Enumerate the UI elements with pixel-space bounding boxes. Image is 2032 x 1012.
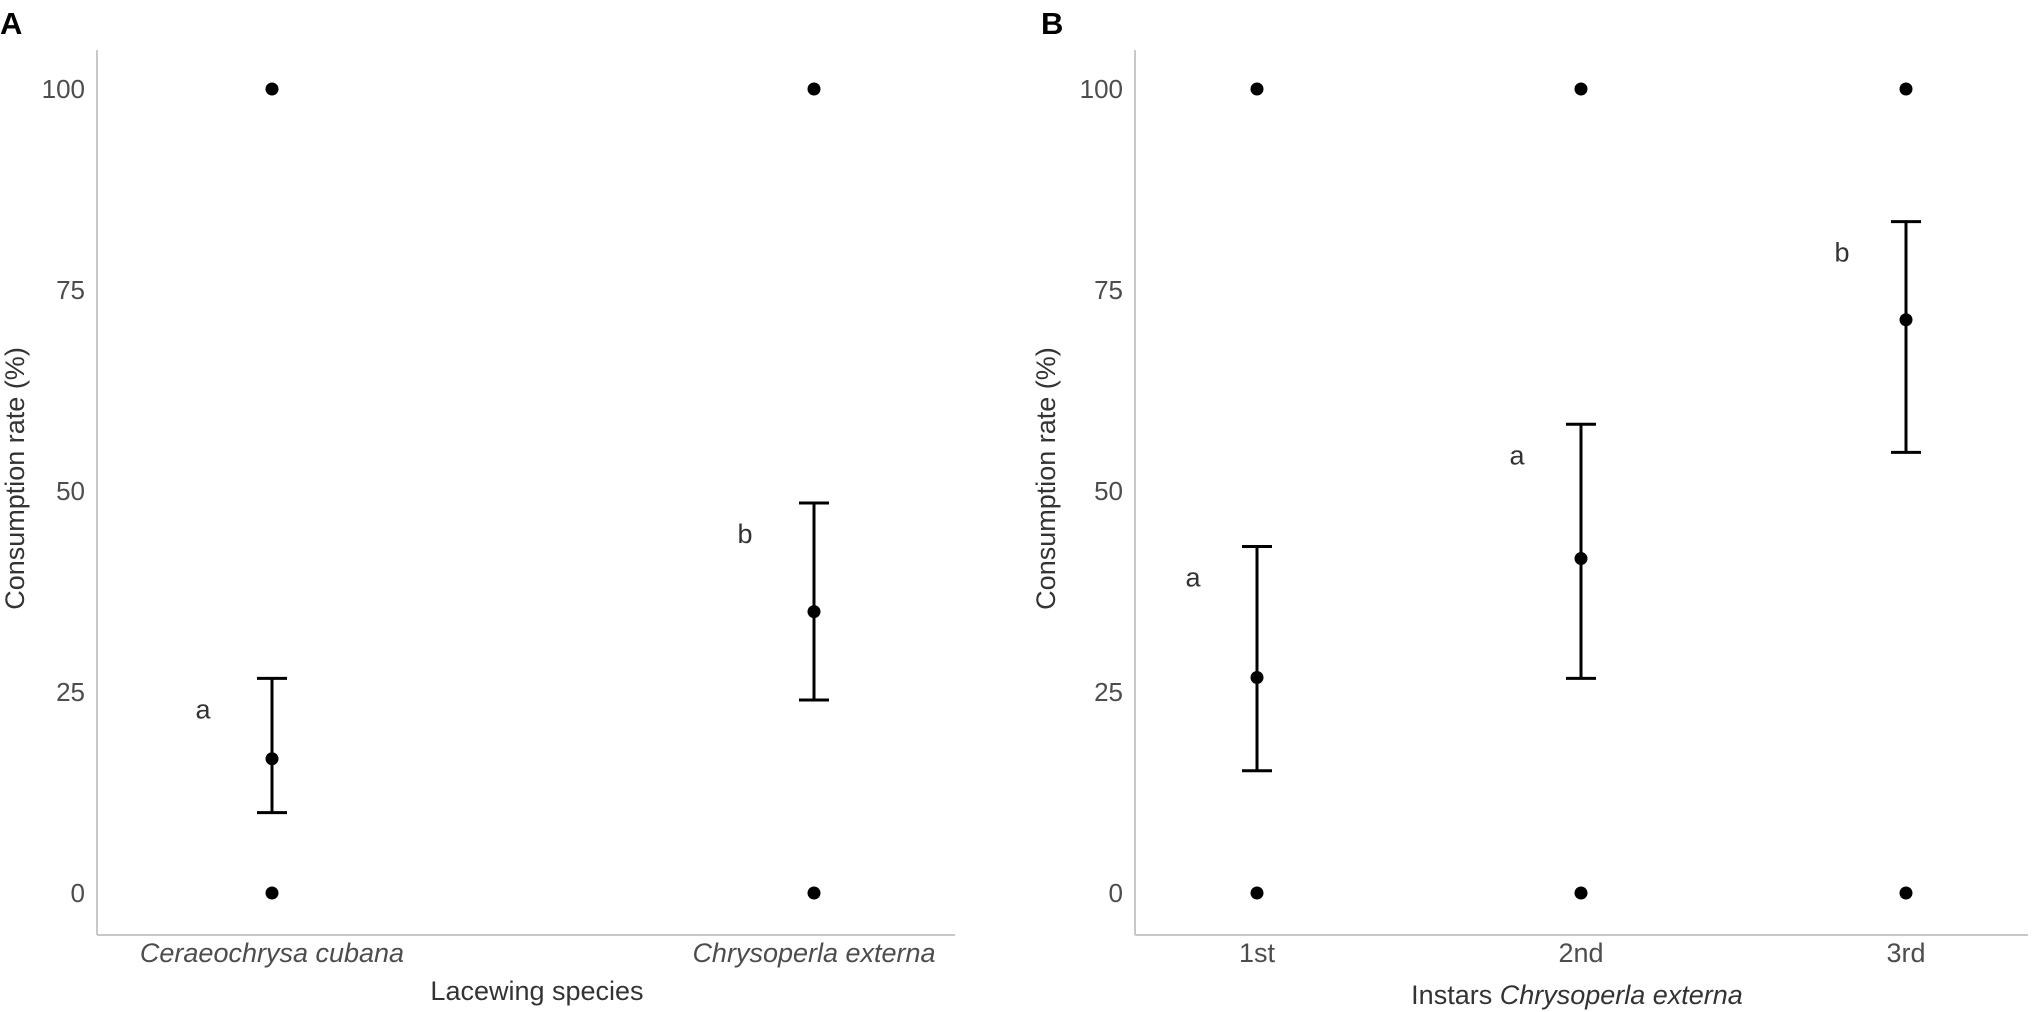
y-tick-label: 0 xyxy=(1109,878,1123,908)
y-axis-title: Consumption rate (%) xyxy=(1031,347,1061,610)
y-tick-label: 75 xyxy=(1094,275,1123,305)
significance-letter: a xyxy=(1185,562,1201,592)
x-axis-title-text: Lacewing species xyxy=(430,976,643,1006)
significance-letter: a xyxy=(1509,440,1525,470)
y-tick-label: 75 xyxy=(56,275,85,305)
y-tick-label: 50 xyxy=(1094,476,1123,506)
y-tick-label: 100 xyxy=(42,74,85,104)
mean-point xyxy=(1250,671,1264,685)
raw-point xyxy=(265,886,279,900)
raw-point xyxy=(1574,886,1588,900)
raw-point xyxy=(1899,886,1913,900)
raw-point xyxy=(1899,82,1913,96)
y-axis-title: Consumption rate (%) xyxy=(0,347,30,610)
x-axis-title-italic: Chrysoperla externa xyxy=(1500,980,1743,1010)
raw-point xyxy=(1250,886,1264,900)
significance-letter: a xyxy=(195,694,211,724)
raw-point xyxy=(265,82,279,96)
y-tick-label: 25 xyxy=(56,677,85,707)
y-tick-label: 100 xyxy=(1080,74,1123,104)
panel-b: B 0 25 50 75 100 Consumption rate (%) 1st 2nd 3rd… xyxy=(1031,6,2028,1010)
y-tick-label: 0 xyxy=(71,878,85,908)
x-tick-label: 1st xyxy=(1239,938,1276,968)
mean-point xyxy=(1574,552,1588,566)
y-tick-label: 50 xyxy=(56,476,85,506)
panel-a: A 0 25 50 75 100 Consumption rate (%) Ceraeochr… xyxy=(0,6,955,1006)
mean-point xyxy=(1899,313,1913,327)
significance-letter: b xyxy=(737,519,752,549)
x-tick-label: Ceraeochrysa cubana xyxy=(140,938,404,968)
raw-point xyxy=(807,82,821,96)
raw-point xyxy=(1250,82,1264,96)
mean-point xyxy=(265,752,279,766)
y-tick-label: 25 xyxy=(1094,677,1123,707)
mean-point xyxy=(807,605,821,619)
raw-point xyxy=(1574,82,1588,96)
raw-point xyxy=(807,886,821,900)
x-tick-label: Chrysoperla externa xyxy=(692,938,935,968)
panel-label: B xyxy=(1041,6,1063,41)
x-axis-title-text: Instars xyxy=(1411,980,1500,1010)
x-tick-label: 2nd xyxy=(1558,938,1603,968)
panel-label: A xyxy=(0,6,22,41)
significance-letter: b xyxy=(1834,238,1849,268)
x-axis-title: Instars Chrysoperla externa xyxy=(1411,980,1743,1010)
x-axis-title: Lacewing species xyxy=(430,976,643,1006)
x-tick-label: 3rd xyxy=(1886,938,1925,968)
